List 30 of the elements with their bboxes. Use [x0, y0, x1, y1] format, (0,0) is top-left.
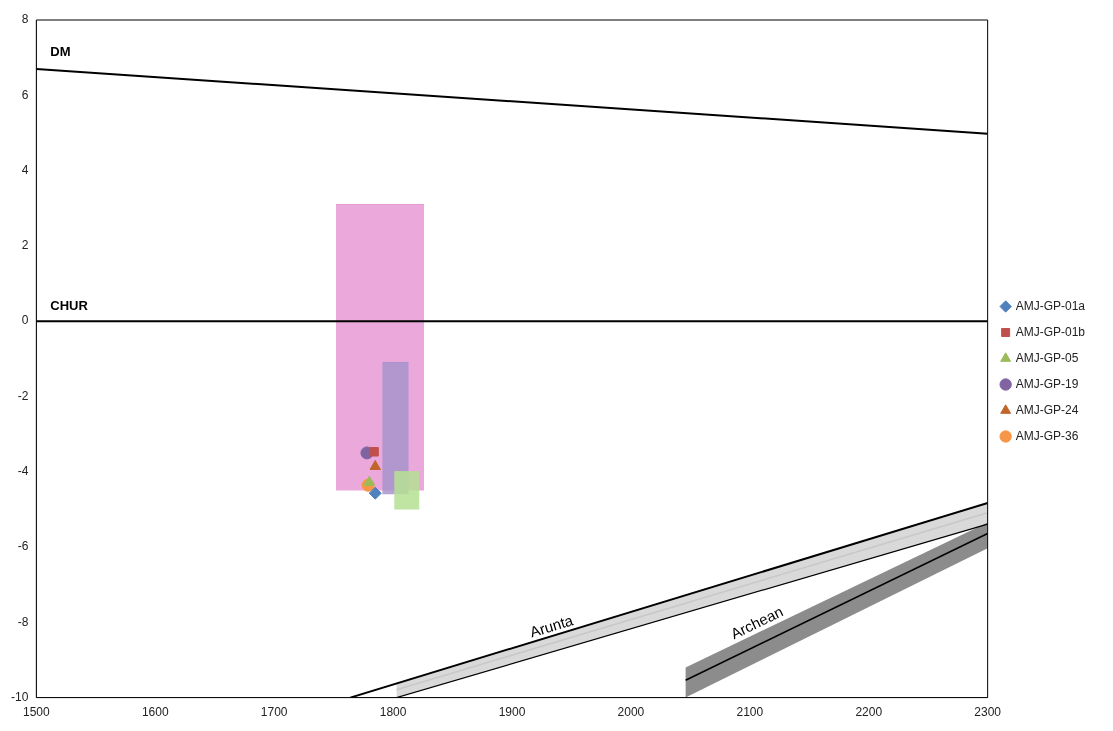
y-tick-label: -10 — [11, 689, 29, 704]
legend-label: AMJ-GP-01a — [1015, 298, 1086, 313]
text: Arunta — [527, 611, 576, 641]
x-tick-label: 1500 — [22, 705, 51, 720]
bar — [394, 471, 420, 510]
x-tick-label: 2300 — [974, 705, 1002, 720]
bar — [382, 362, 409, 495]
y-tick-label: 8 — [21, 12, 29, 27]
legend-label: AMJ-GP-05 — [1015, 350, 1079, 365]
x-tick-label: 2200 — [855, 705, 883, 720]
y-tick-label: -6 — [17, 539, 29, 554]
x-tick-label: 2100 — [736, 705, 764, 720]
x-tick-label: 1700 — [260, 705, 288, 720]
legend-label: AMJ-GP-01b — [1015, 324, 1086, 339]
y-tick-label: -4 — [17, 464, 29, 479]
x-tick-label: 2000 — [617, 705, 645, 720]
series-label: DM — [50, 44, 71, 60]
x-tick-label: 1800 — [379, 705, 407, 720]
y-tick-label: 4 — [21, 162, 29, 177]
x-tick-label: 1900 — [498, 705, 526, 720]
y-tick-label: -2 — [17, 388, 29, 403]
legend-label: AMJ-GP-19 — [1015, 376, 1079, 391]
legend-label: AMJ-GP-24 — [1015, 402, 1079, 417]
y-tick-label: 6 — [21, 87, 29, 102]
y-tick-label: -8 — [17, 614, 29, 629]
y-tick-label: 2 — [21, 238, 29, 253]
y-tick-label: 0 — [21, 313, 29, 328]
ref-line-label: CHUR — [50, 298, 89, 314]
x-tick-label: 1600 — [141, 705, 169, 720]
legend-label: AMJ-GP-36 — [1015, 428, 1079, 443]
